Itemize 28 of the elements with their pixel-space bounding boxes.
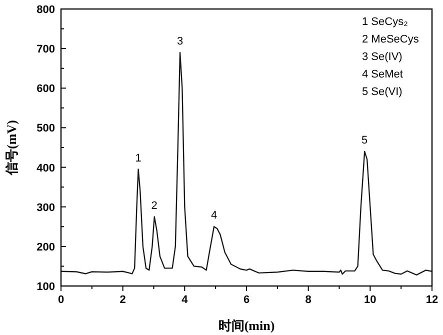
y-axis-title: 信号(mV) (4, 120, 19, 176)
annotation: 5 Se(VI) (362, 86, 402, 98)
annotation: 5 (362, 134, 368, 146)
x-tick-label: 8 (305, 294, 312, 306)
y-tick-label: 100 (36, 281, 55, 293)
x-tick-label: 2 (120, 294, 126, 306)
x-tick-label: 0 (58, 294, 64, 306)
x-tick-label: 6 (243, 294, 250, 306)
y-tick-label: 500 (36, 122, 55, 135)
y-tick-label: 600 (36, 83, 55, 96)
line-series (60, 52, 433, 276)
annotation: 1 SeCys₂ (362, 16, 408, 28)
annotation: 4 SeMet (362, 68, 403, 80)
y-tick-label: 200 (36, 241, 55, 254)
annotation: 4 (210, 210, 218, 222)
y-tick-label: 800 (36, 4, 55, 16)
x-tick-label: 4 (182, 294, 189, 306)
annotation: 3 (176, 36, 184, 48)
x-tick-label: 10 (364, 294, 376, 306)
y-tick-label: 400 (36, 162, 55, 174)
y-tick-label: 300 (36, 202, 55, 214)
y-tick-label: 700 (36, 44, 55, 56)
annotation: 2 MeSeCys (362, 34, 420, 46)
annotation: 2 (151, 200, 158, 212)
annotation: 1 (135, 152, 142, 164)
x-axis-title: 时间(min) (218, 318, 275, 333)
x-tick-label: 12 (426, 294, 438, 306)
annotation: 3 Se(IV) (362, 51, 402, 63)
